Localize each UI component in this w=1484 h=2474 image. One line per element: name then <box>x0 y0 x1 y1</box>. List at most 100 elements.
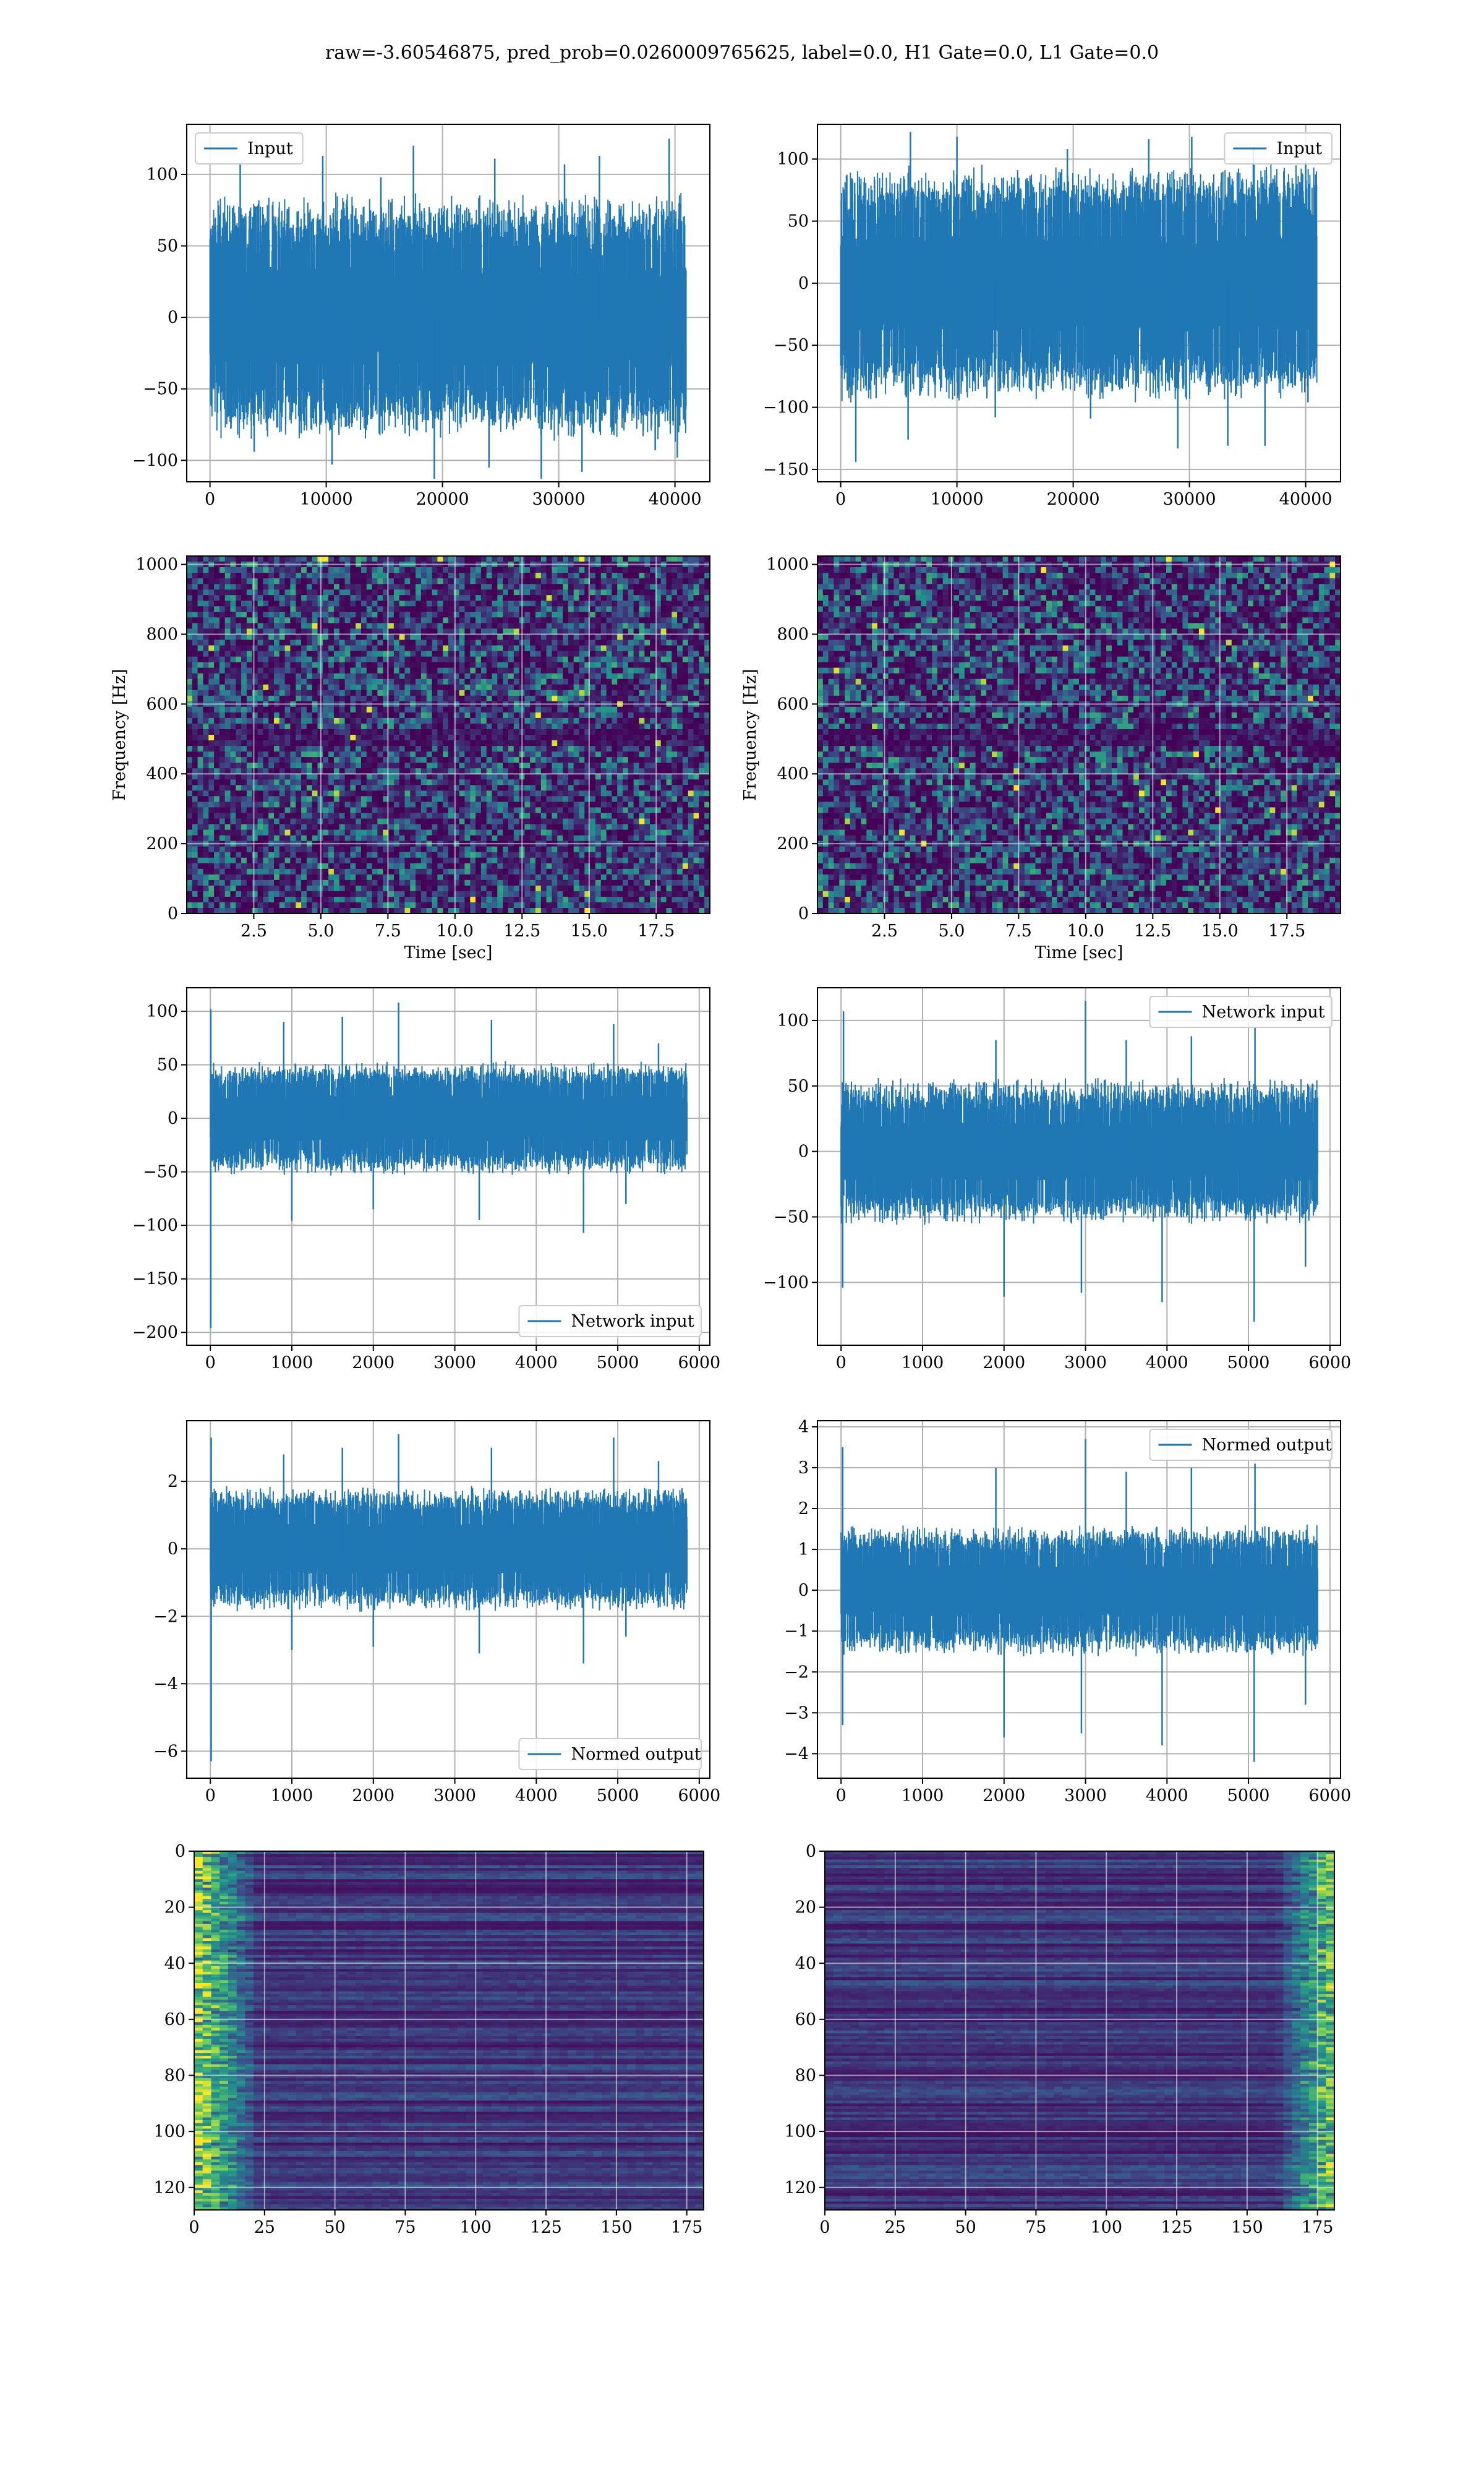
y-tick-label: 1000 <box>766 555 809 575</box>
signal-trace <box>210 192 686 442</box>
x-tick-label: 1000 <box>902 1786 944 1805</box>
y-tick-label: 80 <box>795 2066 816 2086</box>
x-tick-label: 0 <box>819 2218 830 2237</box>
y-tick-label: 1000 <box>135 555 178 575</box>
legend: Network input <box>1149 996 1332 1027</box>
x-tick-label: 7.5 <box>375 922 401 941</box>
legend-label: Normed output <box>1201 1436 1331 1455</box>
x-tick-label: 175 <box>671 2218 703 2237</box>
x-tick-label: 3000 <box>1064 1786 1107 1805</box>
y-tick-label: 60 <box>795 2010 816 2029</box>
y-tick-label: −2 <box>153 1607 178 1626</box>
x-tick-label: 0 <box>205 490 215 509</box>
y-tick-label: 600 <box>777 695 809 714</box>
x-tick-label: 3000 <box>433 1353 476 1372</box>
y-tick-label: 200 <box>777 834 809 854</box>
y-tick-label: 600 <box>146 695 178 714</box>
x-tick-label: 10.0 <box>1067 922 1104 941</box>
x-tick-label: 50 <box>955 2218 976 2237</box>
x-tick-label: 30000 <box>1163 490 1216 509</box>
y-tick-label: −50 <box>774 336 809 355</box>
input-plot-right: 0 10000 20000 30000 40000−150−100−50050100In… <box>763 124 1341 509</box>
x-tick-label: 2000 <box>983 1786 1025 1805</box>
x-tick-label: 0 <box>189 2218 199 2237</box>
y-axis-label: Frequency [Hz] <box>741 669 760 800</box>
y-tick-label: 100 <box>784 2122 816 2141</box>
y-tick-label: 100 <box>146 165 178 184</box>
y-tick-label: −200 <box>132 1323 178 1342</box>
x-axis-label: Time [sec] <box>404 943 493 962</box>
legend-label: Input <box>1276 139 1322 158</box>
y-tick-label: −50 <box>143 1163 178 1182</box>
x-tick-label: 5000 <box>1227 1353 1270 1372</box>
y-tick-label: 800 <box>146 625 178 644</box>
y-tick-label: 3 <box>798 1458 809 1478</box>
legend-label: Network input <box>571 1312 694 1331</box>
legend-label: Network input <box>1201 1003 1324 1022</box>
y-tick-label: 100 <box>153 2122 186 2141</box>
x-tick-label: 25 <box>254 2218 275 2237</box>
x-tick-label: 5.0 <box>307 922 334 941</box>
x-tick-label: 100 <box>1090 2218 1122 2237</box>
x-tick-label: 75 <box>394 2218 416 2237</box>
y-tick-label: −3 <box>784 1703 809 1723</box>
spectrogram-right: 2.5 5.0 7.5 10.0 12.5 15.0 17.5020040060080010… <box>741 555 1341 962</box>
y-tick-label: 2 <box>798 1499 809 1518</box>
signal-trace <box>210 1486 687 1612</box>
x-tick-label: 5000 <box>1227 1786 1270 1805</box>
x-tick-label: 150 <box>1231 2218 1263 2237</box>
y-tick-label: −100 <box>763 398 809 417</box>
heatmap-cells <box>817 556 1341 914</box>
x-tick-label: 7.5 <box>1005 922 1032 941</box>
x-tick-label: 2000 <box>983 1353 1025 1372</box>
y-tick-label: −100 <box>132 1216 178 1235</box>
x-tick-label: 0 <box>205 1353 216 1372</box>
y-tick-label: 0 <box>798 904 809 923</box>
y-tick-label: 0 <box>798 1142 809 1162</box>
heatmap-cells <box>194 1851 704 2211</box>
y-tick-label: 400 <box>146 764 178 784</box>
normed-output-plot-right: 0 1000 2000 3000 4000 5000 6000−4−3−2−101234No… <box>784 1418 1351 1805</box>
y-tick-label: 2 <box>168 1472 178 1491</box>
x-tick-label: 1000 <box>902 1353 944 1372</box>
normed-output-plot-left: 0 1000 2000 3000 4000 5000 6000−6−4−202Normed … <box>153 1421 720 1805</box>
y-tick-label: −100 <box>132 451 178 470</box>
y-tick-label: 0 <box>168 1539 178 1559</box>
y-tick-label: 200 <box>146 834 178 854</box>
y-tick-label: 800 <box>777 625 809 644</box>
y-tick-label: −6 <box>153 1742 178 1761</box>
y-tick-label: 0 <box>798 1581 809 1600</box>
x-tick-label: 4000 <box>515 1353 558 1372</box>
x-tick-label: 30000 <box>532 490 586 509</box>
y-tick-label: −150 <box>132 1270 178 1289</box>
y-tick-label: 40 <box>795 1954 816 1973</box>
y-tick-label: 100 <box>146 1002 178 1021</box>
x-tick-label: 3000 <box>433 1786 476 1805</box>
y-tick-label: −150 <box>763 460 809 479</box>
spectrogram-left: 2.5 5.0 7.5 10.0 12.5 15.0 17.5020040060080010… <box>110 555 710 962</box>
x-tick-label: 125 <box>530 2218 562 2237</box>
y-tick-label: −50 <box>774 1208 809 1227</box>
x-tick-label: 6000 <box>1309 1786 1352 1805</box>
x-tick-label: 15.0 <box>1201 922 1239 941</box>
x-tick-label: 75 <box>1025 2218 1046 2237</box>
y-tick-label: 100 <box>777 1011 809 1030</box>
signal-trace <box>841 1078 1318 1225</box>
signal-trace <box>210 1061 687 1175</box>
x-tick-label: 5.0 <box>938 922 965 941</box>
x-tick-label: 12.5 <box>1134 922 1171 941</box>
y-tick-label: −2 <box>784 1663 809 1682</box>
x-tick-label: 6000 <box>678 1786 721 1805</box>
x-tick-label: 0 <box>836 1353 846 1372</box>
network-input-plot-left: 0 1000 2000 3000 4000 5000 6000−200−150−100−50… <box>132 988 720 1372</box>
y-tick-label: 0 <box>168 1109 178 1128</box>
y-tick-label: −100 <box>763 1273 809 1292</box>
y-tick-label: 0 <box>806 1842 816 1861</box>
x-tick-label: 175 <box>1302 2218 1334 2237</box>
x-tick-label: 25 <box>885 2218 906 2237</box>
x-tick-label: 10000 <box>300 490 353 509</box>
y-tick-label: 4 <box>798 1418 809 1437</box>
